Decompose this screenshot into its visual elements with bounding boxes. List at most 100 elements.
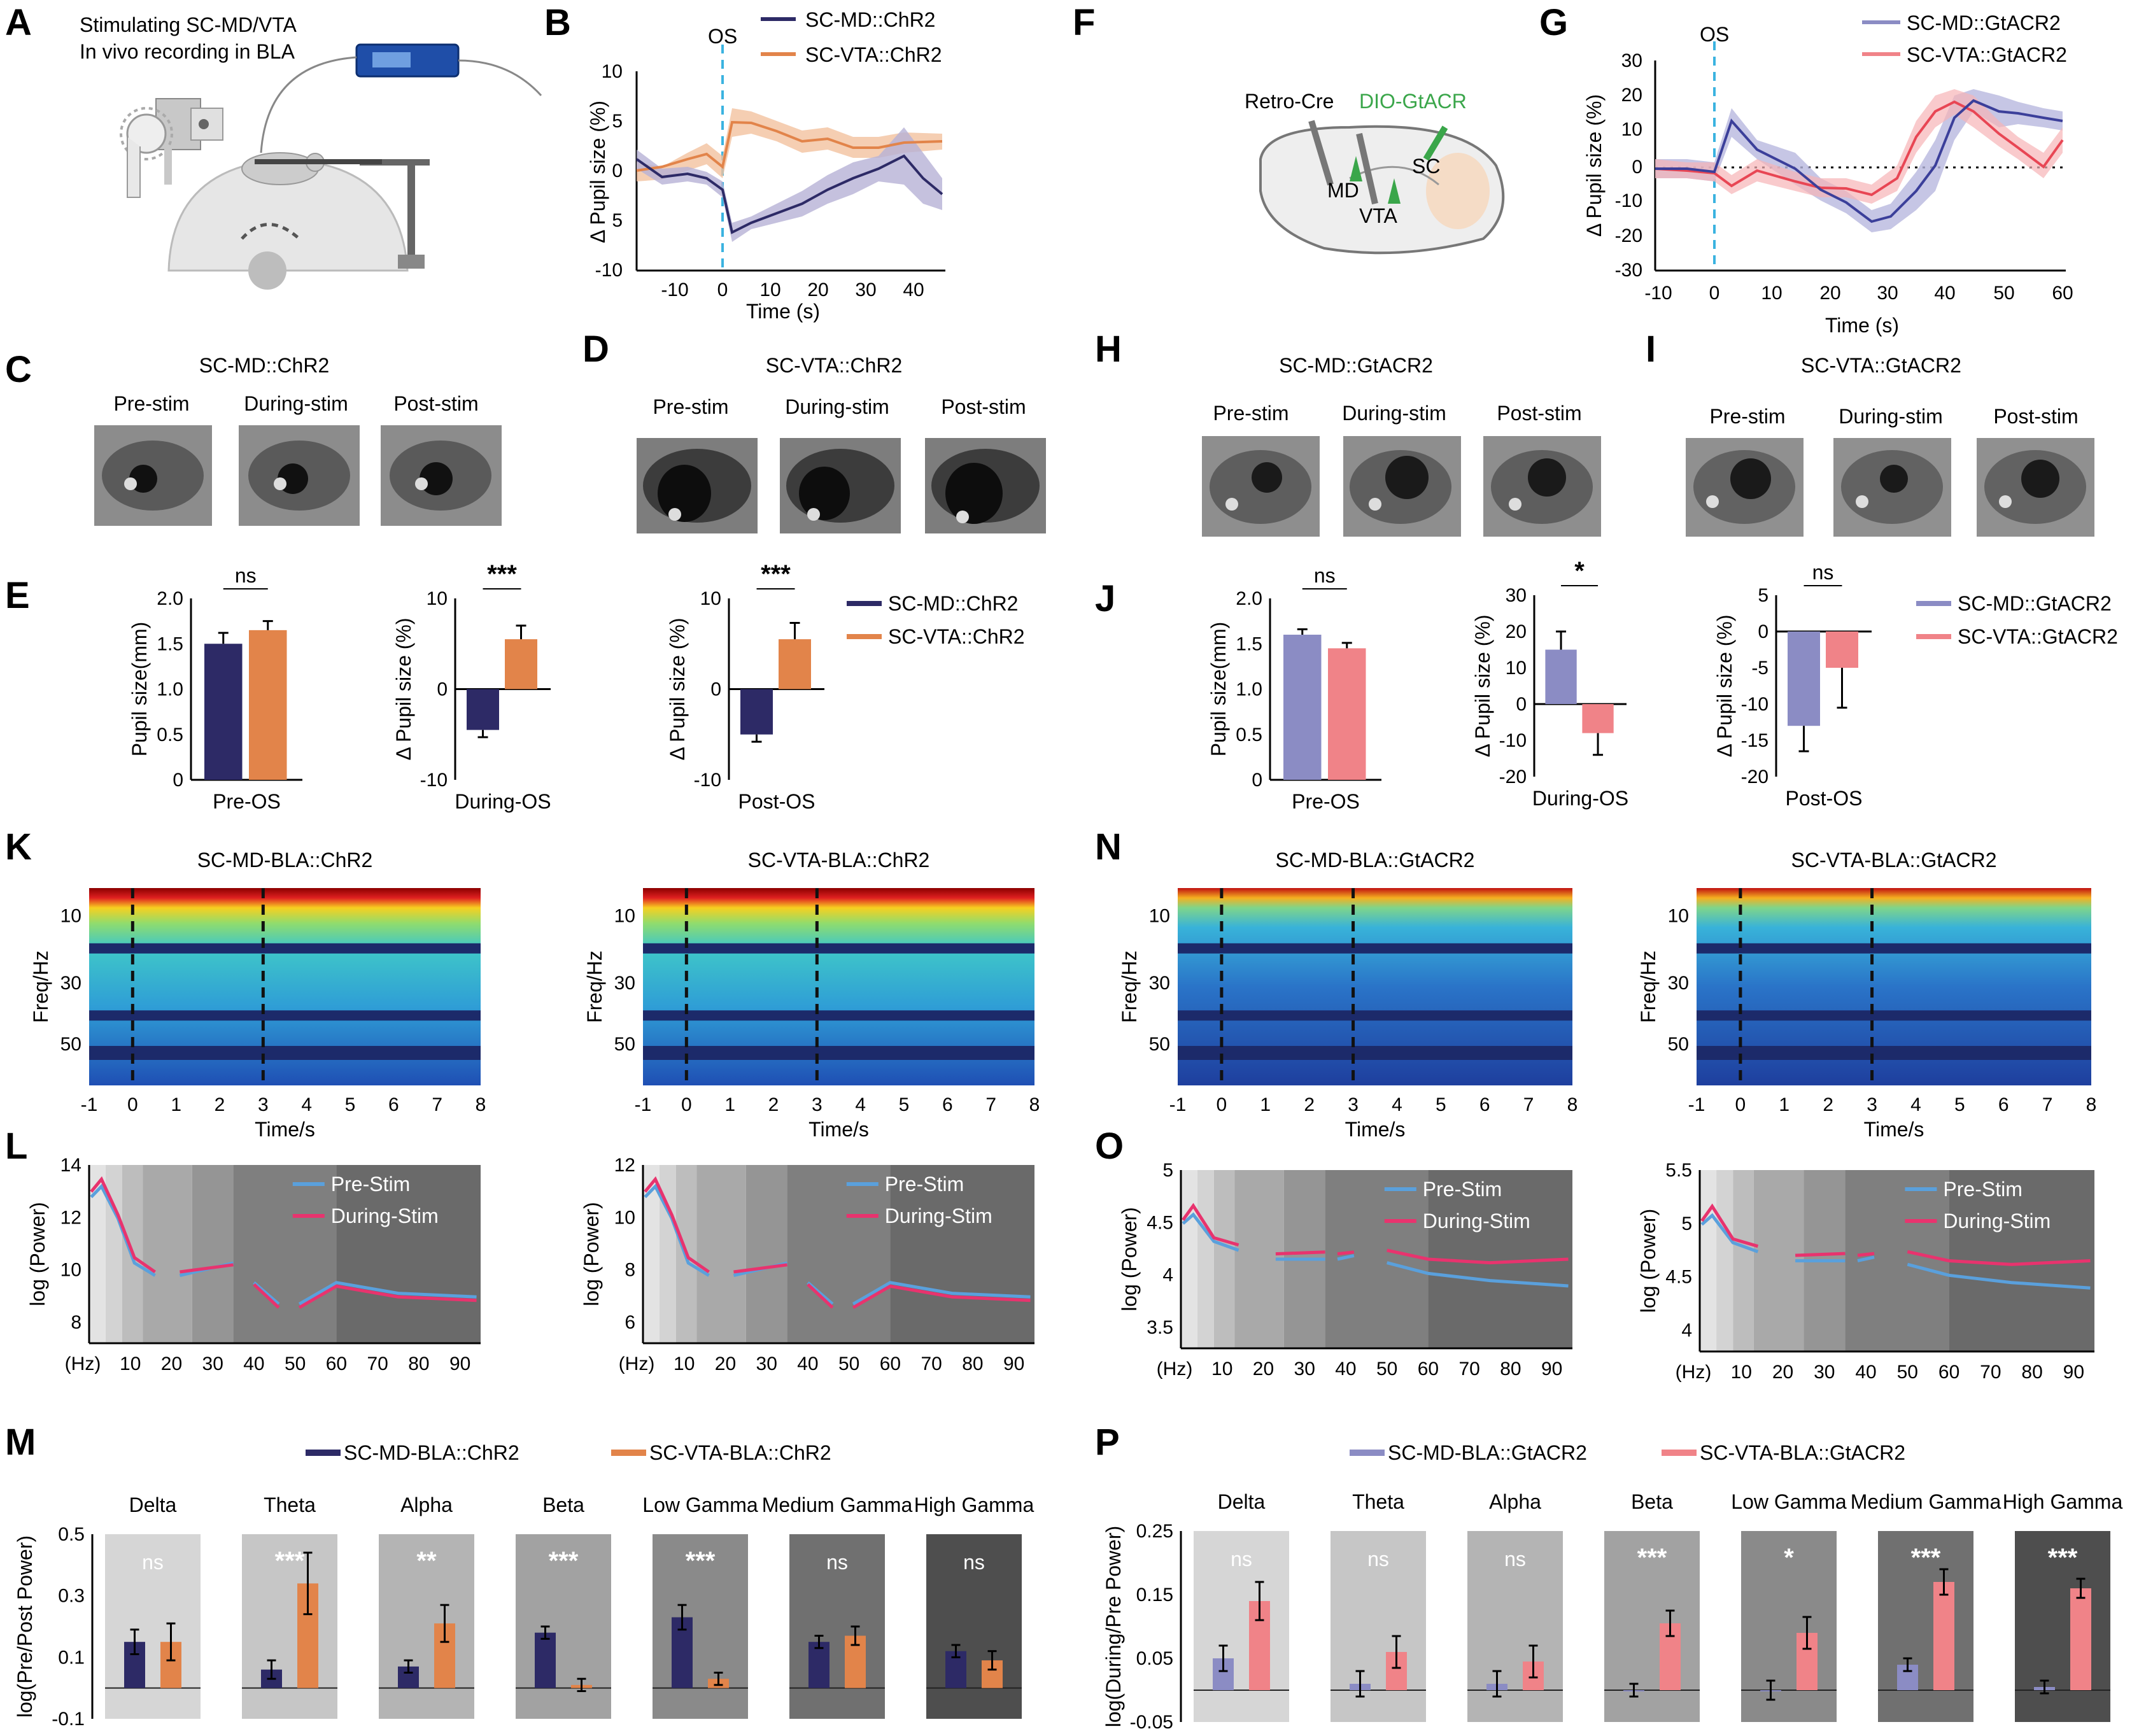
y-tick: 12 [614, 1155, 635, 1176]
x-axis-label: Time (s) [1825, 314, 1899, 337]
x-tick: -1 [1688, 1094, 1705, 1115]
y-axis-label: Pupil size(mm) [1207, 622, 1230, 757]
x-tick: 40 [797, 1353, 818, 1374]
y-tick: 0.25 [1136, 1521, 1173, 1542]
x-tick: 30 [756, 1353, 777, 1374]
spectrogram-title: SC-MD-BLA::GtACR2 [1276, 849, 1475, 872]
eye-panel-title: SC-VTA::GtACR2 [1801, 354, 1961, 377]
panel-label-e: E [5, 575, 30, 616]
x-tick: 0 [127, 1094, 138, 1115]
bar [535, 1632, 556, 1688]
pre-stim-line [1182, 1212, 1569, 1288]
y-tick: -20 [1615, 225, 1642, 246]
eye-photo [1483, 436, 1601, 537]
x-tick: 60 [1418, 1358, 1439, 1380]
x-tick: 50 [838, 1353, 859, 1374]
legend-label: SC-VTA::GtACR2 [1958, 625, 2118, 648]
panel-label-c: C [5, 349, 32, 390]
eye-photo [381, 425, 502, 526]
y-tick: 0 [710, 679, 721, 700]
x-ticks-b: -10 0 10 20 30 40 [661, 279, 924, 300]
significance-label: *** [1637, 1544, 1667, 1572]
band-label: Low Gamma [1731, 1490, 1847, 1513]
x-tick: -10 [1644, 283, 1672, 304]
x-tick: -10 [661, 279, 688, 300]
x-axis-label: Pre-OS [213, 790, 281, 813]
eye-photo [1833, 438, 1951, 537]
x-tick: 30 [1294, 1358, 1315, 1380]
legend: SC-MD-BLA::GtACR2 SC-VTA-BLA::GtACR2 [1350, 1441, 1905, 1464]
band-label: High Gamma [2003, 1490, 2123, 1513]
y-tick: 8 [625, 1260, 635, 1281]
legend-label: SC-MD-BLA::ChR2 [344, 1441, 519, 1464]
y-axis-label: Freq/Hz [1637, 950, 1660, 1023]
chart-j-post: 5 0 -5 -10 -15 -20 ns Post-OS Δ Pupil size (%) [1713, 561, 1872, 810]
x-tick: 50 [1376, 1358, 1397, 1380]
y-axis-label: Freq/Hz [583, 950, 606, 1023]
y-tick: 1.0 [157, 679, 183, 700]
band-shade [143, 1165, 192, 1343]
y-tick: 1.5 [157, 633, 183, 654]
y-tick: 50 [614, 1034, 635, 1055]
x-tick: 40 [903, 279, 924, 300]
significance-label: ns [1367, 1548, 1389, 1570]
y-axis-label: log(Pre/Post Power) [13, 1535, 36, 1718]
significance-label: *** [2048, 1544, 2078, 1572]
y-tick: 20 [1506, 621, 1527, 642]
x-tick: 7 [2042, 1094, 2053, 1115]
x-tick: 7 [1523, 1094, 1534, 1115]
significance-label: ns [1314, 564, 1336, 587]
y-tick: 12 [60, 1207, 81, 1228]
power-spectrum: (Hz) 10 20 30 40 50 60 70 80 90 5.5 5 4.5 4 log (Power… [1637, 1160, 2094, 1383]
x-tick: (Hz) [619, 1353, 655, 1374]
x-tick: 2 [1823, 1094, 1833, 1115]
chart-e-pre: 2.0 1.5 1.0 0.5 0 ns Pre-OS Pupil size(mm) [128, 564, 302, 813]
bar-charts-ej: 2.0 1.5 1.0 0.5 0 ns Pre-OS Pupil size(mm) 10 0 -1… [128, 557, 2118, 813]
bar [1582, 704, 1614, 733]
x-tick: 10 [1731, 1362, 1752, 1383]
x-axis-label: Time/s [1864, 1118, 1924, 1141]
significance-label: *** [761, 560, 791, 588]
x-axis-label: Pre-OS [1292, 790, 1360, 813]
pre-stim-line [1700, 1213, 2091, 1290]
x-tick: 5 [345, 1094, 356, 1115]
eye-panel-title: SC-MD::GtACR2 [1279, 354, 1433, 377]
significance-label: ns [235, 564, 257, 587]
power-spectrum: (Hz) 10 20 30 40 50 60 70 80 90 14 12 10 8 log (Power)… [26, 1155, 481, 1374]
legend-label: Pre-Stim [1943, 1178, 2022, 1201]
significance-label: ns [1504, 1548, 1526, 1570]
y-tick: 4.5 [1147, 1212, 1173, 1233]
x-tick: 60 [326, 1353, 347, 1374]
x-tick: 1 [724, 1094, 735, 1115]
y-tick: 4 [1162, 1265, 1173, 1286]
x-tick: 6 [1479, 1094, 1490, 1115]
bar [808, 1642, 829, 1688]
eye-label: During-stim [244, 392, 348, 415]
band-gap [643, 943, 1034, 954]
x-tick: 10 [1761, 283, 1782, 304]
y-tick: 0 [1632, 157, 1642, 178]
band-label: Medium Gamma [1851, 1490, 2001, 1513]
y-tick: 30 [60, 973, 81, 994]
x-tick: 8 [2086, 1094, 2097, 1115]
y-axis-label: Δ Pupil size (%) [666, 617, 689, 760]
band-shade [1753, 1170, 1804, 1351]
bar [204, 644, 243, 780]
x-tick: 5 [899, 1094, 910, 1115]
eye-label: Pre-stim [1213, 402, 1288, 425]
eye-photo [780, 438, 901, 533]
legend-label: SC-VTA::ChR2 [888, 625, 1025, 648]
chart-e-during: 10 0 -10 *** During-OS Δ Pupil size (%) [392, 560, 551, 813]
x-tick: 30 [1814, 1362, 1835, 1383]
band-gap [89, 1010, 481, 1021]
panel-label-i: I [1646, 328, 1656, 370]
bar [249, 630, 287, 780]
x-axis-label: Post-OS [1786, 787, 1863, 810]
y-tick: 0.5 [58, 1524, 85, 1545]
eye-panel-h: SC-MD::GtACR2 Pre-stim During-stim Post-… [1202, 354, 1601, 537]
x-tick: 30 [1877, 283, 1898, 304]
y-tick: 14 [60, 1155, 81, 1176]
x-tick: 60 [2052, 283, 2073, 304]
band-gap [89, 1046, 481, 1060]
band-gap [1697, 1010, 2091, 1021]
